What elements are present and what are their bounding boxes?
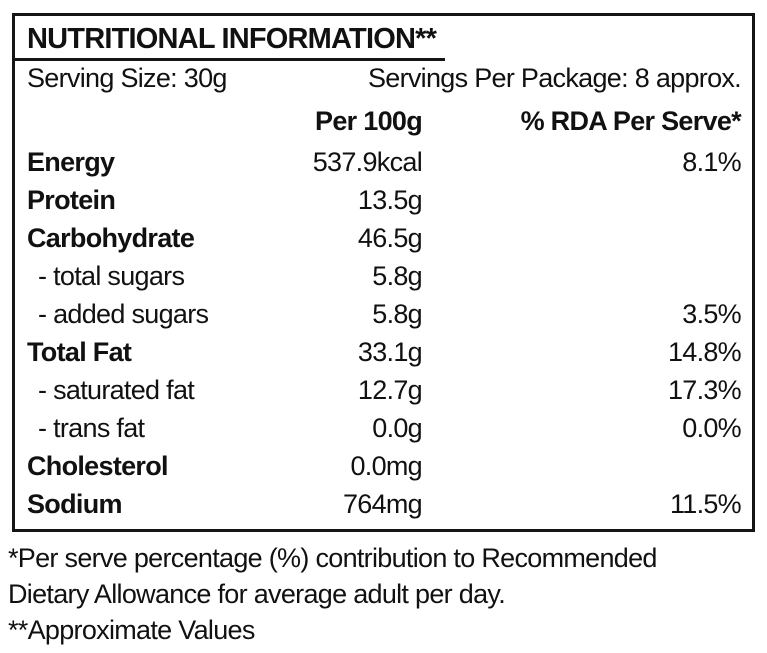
row-total-sugars: - total sugars 5.8g	[27, 257, 741, 295]
nutrient-label: Energy	[27, 147, 115, 177]
nutrient-label: Cholesterol	[27, 451, 169, 481]
title-underline	[15, 58, 445, 61]
nutrient-label: - saturated fat	[38, 375, 195, 405]
rda-column-header: % RDA Per Serve*	[520, 106, 742, 136]
nutrient-label: Protein	[27, 185, 116, 215]
row-carbohydrate: Carbohydrate 46.5g	[27, 219, 741, 257]
footnote-per-serve-line1: *Per serve percentage (%) contribution t…	[8, 543, 657, 573]
nutrient-table: Energy 537.9kcal 8.1% Protein 13.5g Carb…	[27, 143, 742, 523]
serving-info-row: Serving Size: 30g Servings Per Package: …	[27, 62, 742, 95]
rda-value	[422, 181, 741, 219]
row-trans-fat: - trans fat 0.0g 0.0%	[27, 409, 742, 447]
per-100g-value: 5.8g	[372, 299, 422, 329]
rda-value: 11.5%	[669, 489, 742, 519]
servings-per-package-text: Servings Per Package: 8 approx.	[367, 63, 742, 93]
per-100g-value: 46.5g	[357, 223, 423, 253]
nutrition-label-panel: NUTRITIONAL INFORMATION** Serving Size: …	[12, 13, 755, 532]
rda-value	[422, 257, 741, 295]
rda-value	[422, 447, 741, 485]
nutrient-label: Carbohydrate	[27, 223, 195, 253]
footnote-approximate-values: **Approximate Values	[8, 615, 255, 645]
per-100g-value: 0.0mg	[350, 451, 422, 481]
footnotes: *Per serve percentage (%) contribution t…	[8, 540, 657, 648]
table-header-row: Per 100g % RDA Per Serve*	[27, 104, 742, 138]
row-sodium: Sodium 764mg 11.5%	[27, 485, 742, 523]
rda-value: 0.0%	[682, 413, 741, 443]
per-100g-value: 5.8g	[372, 261, 422, 291]
nutrient-label: - trans fat	[38, 413, 145, 443]
row-cholesterol: Cholesterol 0.0mg	[27, 447, 741, 485]
per-100g-value: 12.7g	[357, 375, 423, 405]
per-100g-value: 0.0g	[372, 413, 422, 443]
row-added-sugars: - added sugars 5.8g 3.5%	[27, 295, 742, 333]
serving-size-text: Serving Size: 30g	[27, 63, 227, 93]
per-100g-value: 537.9kcal	[312, 147, 423, 177]
nutrient-label: - total sugars	[38, 261, 185, 291]
per-100g-value: 764mg	[342, 489, 423, 519]
row-saturated-fat: - saturated fat 12.7g 17.3%	[27, 371, 742, 409]
footnote-per-serve-line2: Dietary Allowance for average adult per …	[8, 579, 506, 609]
nutrient-label: Sodium	[27, 489, 122, 519]
rda-value: 14.8%	[667, 337, 742, 367]
nutrient-column-spacer	[27, 104, 277, 138]
row-energy: Energy 537.9kcal 8.1%	[27, 143, 742, 181]
per-100g-value: 13.5g	[357, 185, 423, 215]
nutrition-label-title: NUTRITIONAL INFORMATION**	[27, 23, 437, 55]
rda-value: 17.3%	[667, 375, 742, 405]
rda-value: 8.1%	[682, 147, 741, 177]
nutrient-label: - added sugars	[38, 299, 209, 329]
nutrient-label: Total Fat	[27, 337, 132, 367]
per-100g-column-header: Per 100g	[315, 106, 423, 136]
row-protein: Protein 13.5g	[27, 181, 741, 219]
rda-value: 3.5%	[682, 299, 741, 329]
rda-value	[422, 219, 741, 257]
per-100g-value: 33.1g	[357, 337, 423, 367]
row-total-fat: Total Fat 33.1g 14.8%	[27, 333, 742, 371]
